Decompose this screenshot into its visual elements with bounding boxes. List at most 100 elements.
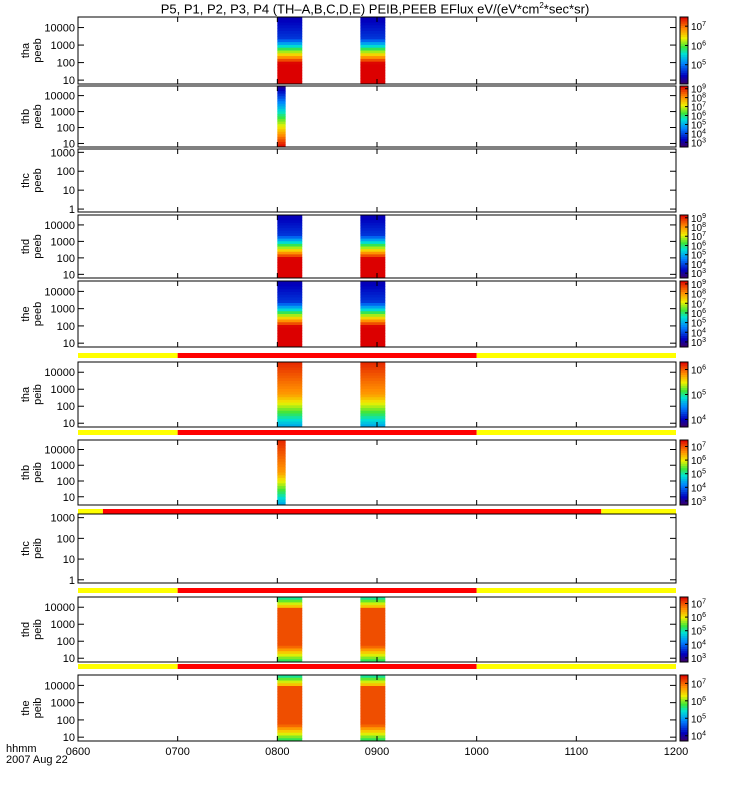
colorbar-cell [680,381,688,385]
spectrogram-cell [277,136,286,140]
spectrogram-cell [277,599,303,603]
spectrogram-cell [360,251,386,255]
flag-bar-segment [476,664,676,669]
spectrogram-cell [360,613,386,617]
spectrogram-cell [360,394,386,398]
spectrogram-cell [277,621,303,625]
colorbar-frame [679,439,689,506]
spectrogram-cell [360,246,386,250]
colorbar-cell [680,485,688,489]
spectrogram-cell [277,605,303,609]
spectrogram-cell [360,399,386,404]
spectrogram-cell [360,344,386,348]
spectrogram-cell [360,367,386,371]
spectrogram-cell [360,308,386,312]
y-axis-label-probe: thd [20,622,32,637]
colorbar-cell [680,296,688,300]
spectrogram-cell [277,380,303,385]
colorbar-cell [680,219,688,222]
spectrogram-cell [277,607,303,612]
colorbar-cell [680,114,688,117]
colorbar-cell [680,677,688,680]
colorbar-cell [680,142,688,146]
y-axis-label-probe: tha [20,42,32,58]
spectrogram-cell [277,113,286,117]
spectrogram-cell [277,124,286,128]
colorbar-cell [680,453,688,456]
colorbar-tick-label: 103 [691,337,706,349]
colorbar-tick-label: 107 [691,21,706,33]
spectrogram-cell [277,228,303,232]
spectrogram-cell [277,44,303,49]
spectrogram-cell [360,602,386,606]
colorbar-tick-label: 103 [691,268,706,280]
flag-bar-segment [78,430,178,435]
spectrogram-cell [277,333,303,337]
y-tick-label: 1000 [51,236,75,248]
colorbar-tick-label: 108 [691,222,706,234]
x-tick-label: 0700 [165,746,189,758]
spectrogram-cell [360,688,386,692]
spectrogram-cell [360,375,386,379]
colorbar-cell [680,70,688,74]
colorbar-cell [680,144,688,148]
spectrogram-cell [360,241,386,245]
spectrogram-cell [277,724,303,728]
spectrogram-cell [360,267,386,271]
spectrogram-cell [277,450,286,455]
panel-tha-peib: 10 100 1000 10000 tha peib 104 105 106 [20,353,706,430]
colorbar-cell [680,252,688,256]
spectrogram-cell [360,621,386,625]
colorbar: 105 106 107 [679,16,706,85]
colorbar-cell [680,394,688,398]
panel-tha-peeb: 10 100 1000 10000 tha peeb 105 106 107 [20,16,706,87]
colorbar-cell [680,396,688,400]
spectrogram-cell [360,380,386,385]
spectrogram-cell [277,464,286,468]
title-superscript: 2 [539,1,544,10]
spectrogram-cell [277,86,286,90]
y-tick-label: 1 [69,575,75,587]
colorbar-cell [680,701,688,705]
spectrogram-burst [360,675,386,742]
spectrogram-burst [360,362,386,428]
flag-bar-segment [78,664,178,669]
spectrogram-cell [277,475,286,479]
colorbar-cell [680,502,688,506]
spectrogram-cell [277,121,286,125]
panel-frame [77,513,677,584]
spectrogram-cell [360,686,386,690]
spectrogram-cell [277,375,303,379]
colorbar-cell [680,223,688,226]
spectrogram-cell [277,629,303,633]
spectrogram-cell [360,222,386,226]
colorbar-cell [680,338,688,341]
y-tick-label: 10000 [44,91,75,103]
spectrogram-cell [360,225,386,229]
colorbar-tick-label: 107 [691,678,706,690]
x-tick-label: 1000 [464,746,488,758]
spectrogram-cell [277,126,286,130]
colorbar-cell [680,681,688,685]
colorbar-cell [680,136,688,140]
spectrogram-cell [360,735,386,739]
flag-bar-segment [102,509,602,514]
y-tick-label: 10000 [44,367,75,379]
spectrogram-cell [277,367,303,371]
y-tick-label: 1 [69,204,75,216]
x-tick-label: 0800 [265,746,289,758]
spectrogram-cell [277,58,303,63]
spectrogram-cell [277,225,303,229]
y-tick-label: 10 [63,338,75,350]
flag-bar-segment [476,353,676,358]
y-tick-label: 10 [63,732,75,744]
spectrogram-cell [277,683,303,687]
colorbar-cell [680,96,688,99]
spectrogram-cell [360,716,386,720]
spectrogram-cell [277,477,286,482]
colorbar-cell [680,72,688,76]
spectrogram-cell [360,50,386,54]
spectrogram-cell [360,410,386,414]
